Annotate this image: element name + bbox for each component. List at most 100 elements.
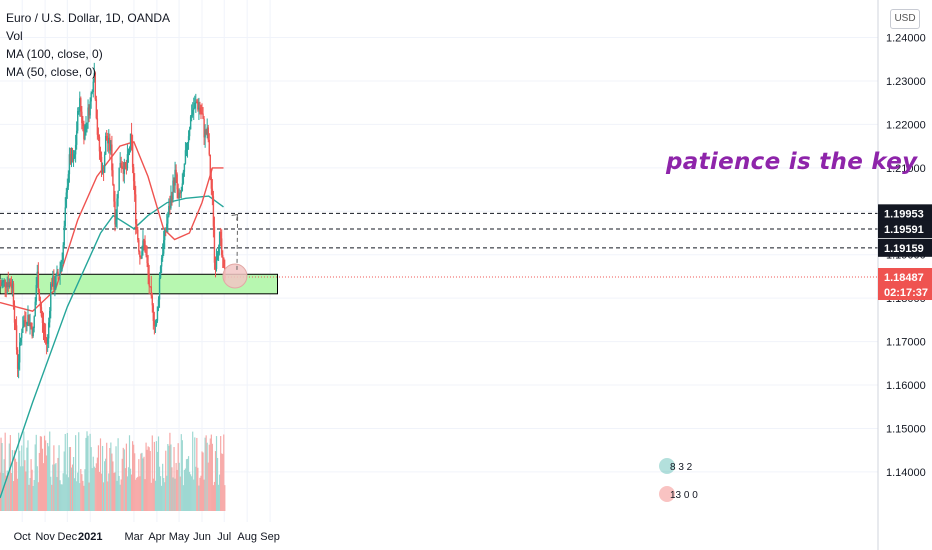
- projection-arrowhead: [231, 213, 239, 221]
- candle-body: [148, 274, 150, 287]
- candle-body: [17, 362, 20, 369]
- candle-body: [71, 154, 74, 162]
- volume-bar: [220, 436, 222, 511]
- volume-bar: [73, 478, 76, 511]
- volume-bar: [210, 434, 212, 511]
- candle-body: [155, 320, 158, 326]
- candle-body: [193, 108, 195, 111]
- volume-bar: [8, 443, 10, 511]
- volume-bar: [128, 435, 131, 511]
- volume-bar: [104, 461, 106, 511]
- candle-body: [162, 240, 165, 254]
- volume-bar: [133, 444, 135, 511]
- time-tick-label: Oct: [14, 531, 31, 543]
- volume-bar: [91, 468, 93, 511]
- candle-body: [106, 135, 108, 141]
- candle-body: [49, 311, 51, 323]
- volume-bar: [182, 485, 184, 511]
- candle-body: [144, 240, 146, 253]
- symbol-title[interactable]: Euro / U.S. Dollar, 1D, OANDA: [6, 11, 171, 25]
- candle-body: [161, 253, 164, 259]
- candle-body: [104, 135, 107, 155]
- candle-body: [215, 258, 218, 270]
- volume-badges: 8 3 2 13 0 0: [659, 458, 698, 502]
- volume-bar: [118, 475, 120, 511]
- candle-body: [72, 158, 75, 162]
- legend-ma50[interactable]: MA (50, close, 0): [6, 65, 97, 79]
- volume-bar: [17, 478, 19, 511]
- support-zone[interactable]: [0, 273, 278, 295]
- annotation-text[interactable]: patience is the key: [666, 149, 918, 175]
- volume-badge-label: 13 0 0: [670, 490, 698, 501]
- volume-bar: [13, 450, 16, 511]
- time-axis[interactable]: Oct Nov Dec 2021 Mar Apr May Jun Jul Aug Sep: [14, 531, 280, 543]
- volume-bars: [0, 431, 226, 511]
- level-tag-label: 1.19591: [884, 224, 924, 236]
- volume-bar: [28, 484, 30, 511]
- candle-body: [185, 149, 188, 151]
- candle-body: [108, 137, 110, 144]
- volume-bar: [21, 445, 23, 511]
- volume-bar: [219, 474, 221, 511]
- volume-bar: [95, 463, 97, 511]
- candle-body: [194, 102, 196, 109]
- legend-ma100[interactable]: MA (100, close, 0): [6, 47, 103, 61]
- candle-body: [34, 301, 36, 317]
- candle-body: [103, 154, 106, 173]
- volume-bar: [5, 475, 7, 511]
- volume-bar: [117, 438, 119, 511]
- level-tag-label: 1.19159: [884, 243, 924, 255]
- candle-body: [40, 307, 43, 317]
- volume-bar: [81, 474, 83, 511]
- volume-bar: [205, 435, 207, 511]
- candle-body: [201, 113, 203, 115]
- volume-bar: [138, 459, 140, 511]
- projection-arrow[interactable]: [236, 214, 239, 270]
- candle-body: [218, 231, 221, 249]
- candle-body: [37, 271, 40, 292]
- candle-body: [184, 150, 187, 164]
- volume-bar: [1, 443, 3, 511]
- candle-body: [85, 123, 87, 126]
- volume-bar: [9, 435, 11, 511]
- candle-body: [114, 201, 116, 225]
- candle-body: [121, 166, 123, 169]
- target-circle[interactable]: [222, 263, 248, 289]
- volume-bar: [143, 456, 145, 511]
- candle-body: [96, 118, 99, 135]
- volume-bar: [185, 459, 188, 511]
- candle-body: [206, 127, 208, 135]
- candle-body: [26, 323, 28, 325]
- candle-body: [23, 320, 25, 327]
- legend-vol[interactable]: Vol: [6, 29, 23, 43]
- volume-bar: [37, 482, 39, 511]
- candle-body: [3, 279, 5, 281]
- volume-bar: [0, 472, 1, 511]
- volume-bar: [71, 464, 74, 511]
- candle-body: [136, 223, 138, 230]
- candle-body: [98, 137, 101, 152]
- candle-body: [173, 180, 175, 186]
- volume-bar: [137, 476, 139, 511]
- volume-bar: [26, 447, 28, 511]
- candle-body: [137, 229, 139, 240]
- currency-badge[interactable]: USD: [890, 9, 920, 29]
- candle-body: [188, 129, 191, 137]
- volume-bar: [213, 481, 216, 511]
- candle-body: [158, 277, 161, 300]
- volume-bar: [34, 444, 36, 511]
- volume-bar: [199, 477, 201, 511]
- price-tick-label: 1.21000: [886, 163, 926, 175]
- horizontal-levels[interactable]: [0, 212, 878, 249]
- candle-body: [190, 114, 193, 117]
- volume-bar: [108, 473, 110, 511]
- volume-bar: [30, 459, 32, 511]
- candle-body: [196, 101, 198, 103]
- volume-bar: [191, 476, 193, 511]
- level-tag: [878, 220, 932, 239]
- candle-body: [211, 188, 214, 197]
- candle-body: [183, 163, 186, 172]
- candle-body: [107, 140, 109, 144]
- level-tag: [878, 238, 932, 257]
